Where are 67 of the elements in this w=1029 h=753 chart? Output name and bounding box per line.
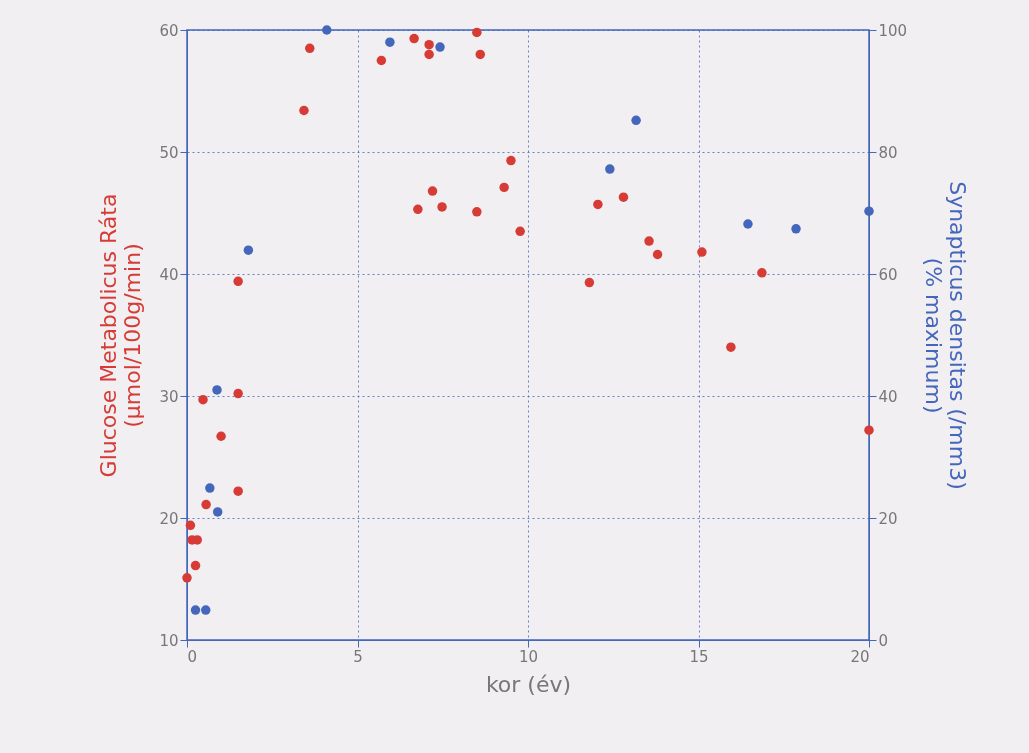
point [743,219,753,229]
point [605,164,615,174]
point [299,105,309,116]
point [385,37,395,47]
point [212,507,223,517]
point [475,49,485,60]
point [499,182,509,193]
y2-tick-label: 60 [878,265,898,284]
point [644,236,654,246]
point [593,199,603,210]
point [791,224,801,234]
point [437,202,447,212]
point [472,27,482,38]
point [216,431,226,441]
point [652,249,663,260]
y2-tick-label: 40 [878,387,898,406]
x-axis-title: kor (év) [485,671,572,697]
point [198,394,208,405]
y2-axis-title: Synapticus densitas (/mm3) (% maximum) [921,181,971,490]
x-tick-label: 20 [850,647,870,666]
y-tick-label: 60 [159,21,179,40]
point [190,605,201,615]
point [506,155,516,166]
x-tick-label: 5 [353,647,363,666]
point [584,277,595,288]
y-tick-label: 10 [159,631,179,650]
point [631,115,641,126]
point [212,385,222,395]
point [190,560,201,571]
point [233,276,243,287]
y2-tick-label: 100 [878,21,908,40]
point [185,520,196,531]
y-tick-label: 20 [159,509,179,528]
point [376,55,387,66]
point [472,207,482,217]
y2-tick-label: 0 [878,631,889,650]
point [233,486,243,496]
point [205,483,215,493]
point [413,204,423,215]
x-tick-label: 15 [689,647,709,666]
y2-tick-label: 20 [878,509,898,528]
point [726,342,736,352]
point [201,499,211,510]
point [864,425,874,435]
point [757,268,767,278]
point [424,49,434,60]
point [305,43,315,54]
point [201,605,211,615]
point [435,42,445,52]
point [233,388,243,399]
point [182,573,192,583]
point [697,247,707,257]
y-tick-label: 30 [159,387,179,406]
point [409,33,419,44]
y-tick-label: 50 [159,143,179,162]
x-tick-label: 10 [518,647,539,666]
point [322,25,332,35]
x-tick-label: 0 [187,647,198,666]
point [864,206,874,216]
y-tick-label: 40 [159,265,179,284]
point [424,39,434,50]
y2-tick-label: 80 [878,143,898,162]
point [618,192,629,202]
point [427,186,438,196]
point [515,226,525,237]
y-axis-title: Glucose Metabolicus Ráta (µmol/100g/min) [96,193,146,478]
point [243,245,254,255]
